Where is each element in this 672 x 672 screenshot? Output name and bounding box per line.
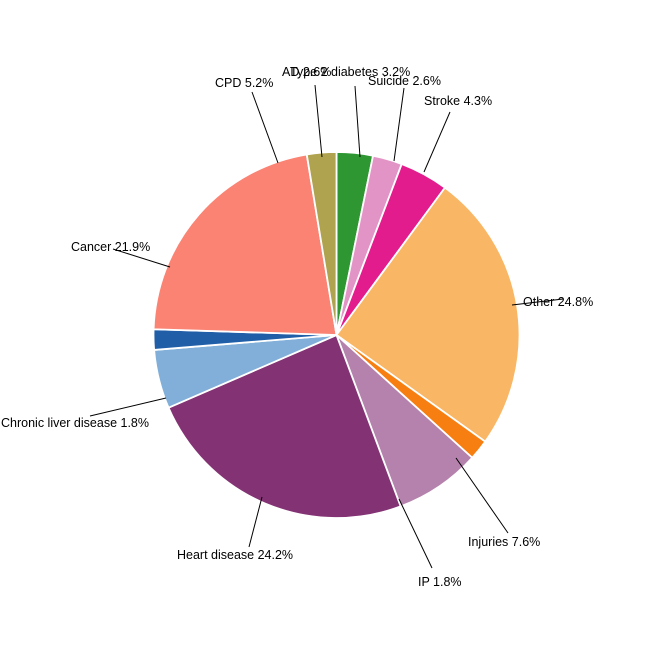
pie-slices-group (152, 151, 521, 519)
leader-line-cancer (112, 248, 171, 268)
slice-label-ad: AD 2.6% (282, 65, 331, 79)
leader-line-stroke (423, 111, 451, 173)
leader-line-ad (314, 84, 323, 158)
leader-lines-group (89, 84, 564, 569)
leader-line-injuries (455, 457, 509, 534)
leader-line-heart-disease (248, 496, 263, 548)
leader-line-type-2-diabetes (354, 85, 361, 158)
slice-label-other: Other 24.8% (523, 295, 593, 309)
leader-line-other (511, 298, 564, 306)
leader-line-cpd (251, 91, 279, 164)
pie-slice-heart-disease (167, 334, 402, 519)
slice-label-cpd: CPD 5.2% (215, 76, 273, 90)
slice-label-chronic-liver-disease: Chronic liver disease 1.8% (1, 416, 149, 430)
slice-label-injuries: Injuries 7.6% (468, 535, 540, 549)
slice-label-ip: IP 1.8% (418, 575, 462, 589)
pie-slice-cancer (152, 153, 338, 336)
leader-line-chronic-liver-disease (89, 397, 167, 417)
pie-slice-other (335, 186, 521, 443)
slice-label-cancer: Cancer 21.9% (71, 240, 150, 254)
leader-line-ip (398, 498, 433, 569)
slice-label-type-2-diabetes: Type 2 diabetes 3.2% (290, 65, 410, 79)
slice-labels-group: Type 2 diabetes 3.2%Suicide 2.6% Stroke 4… (1, 65, 593, 589)
leader-line-suicide (393, 87, 405, 162)
slice-label-heart-disease: Heart disease 24.2% (177, 548, 293, 562)
slice-label-suicide: Suicide 2.6% (368, 74, 441, 88)
slice-label-stroke: Stroke 4.3% (424, 94, 492, 108)
